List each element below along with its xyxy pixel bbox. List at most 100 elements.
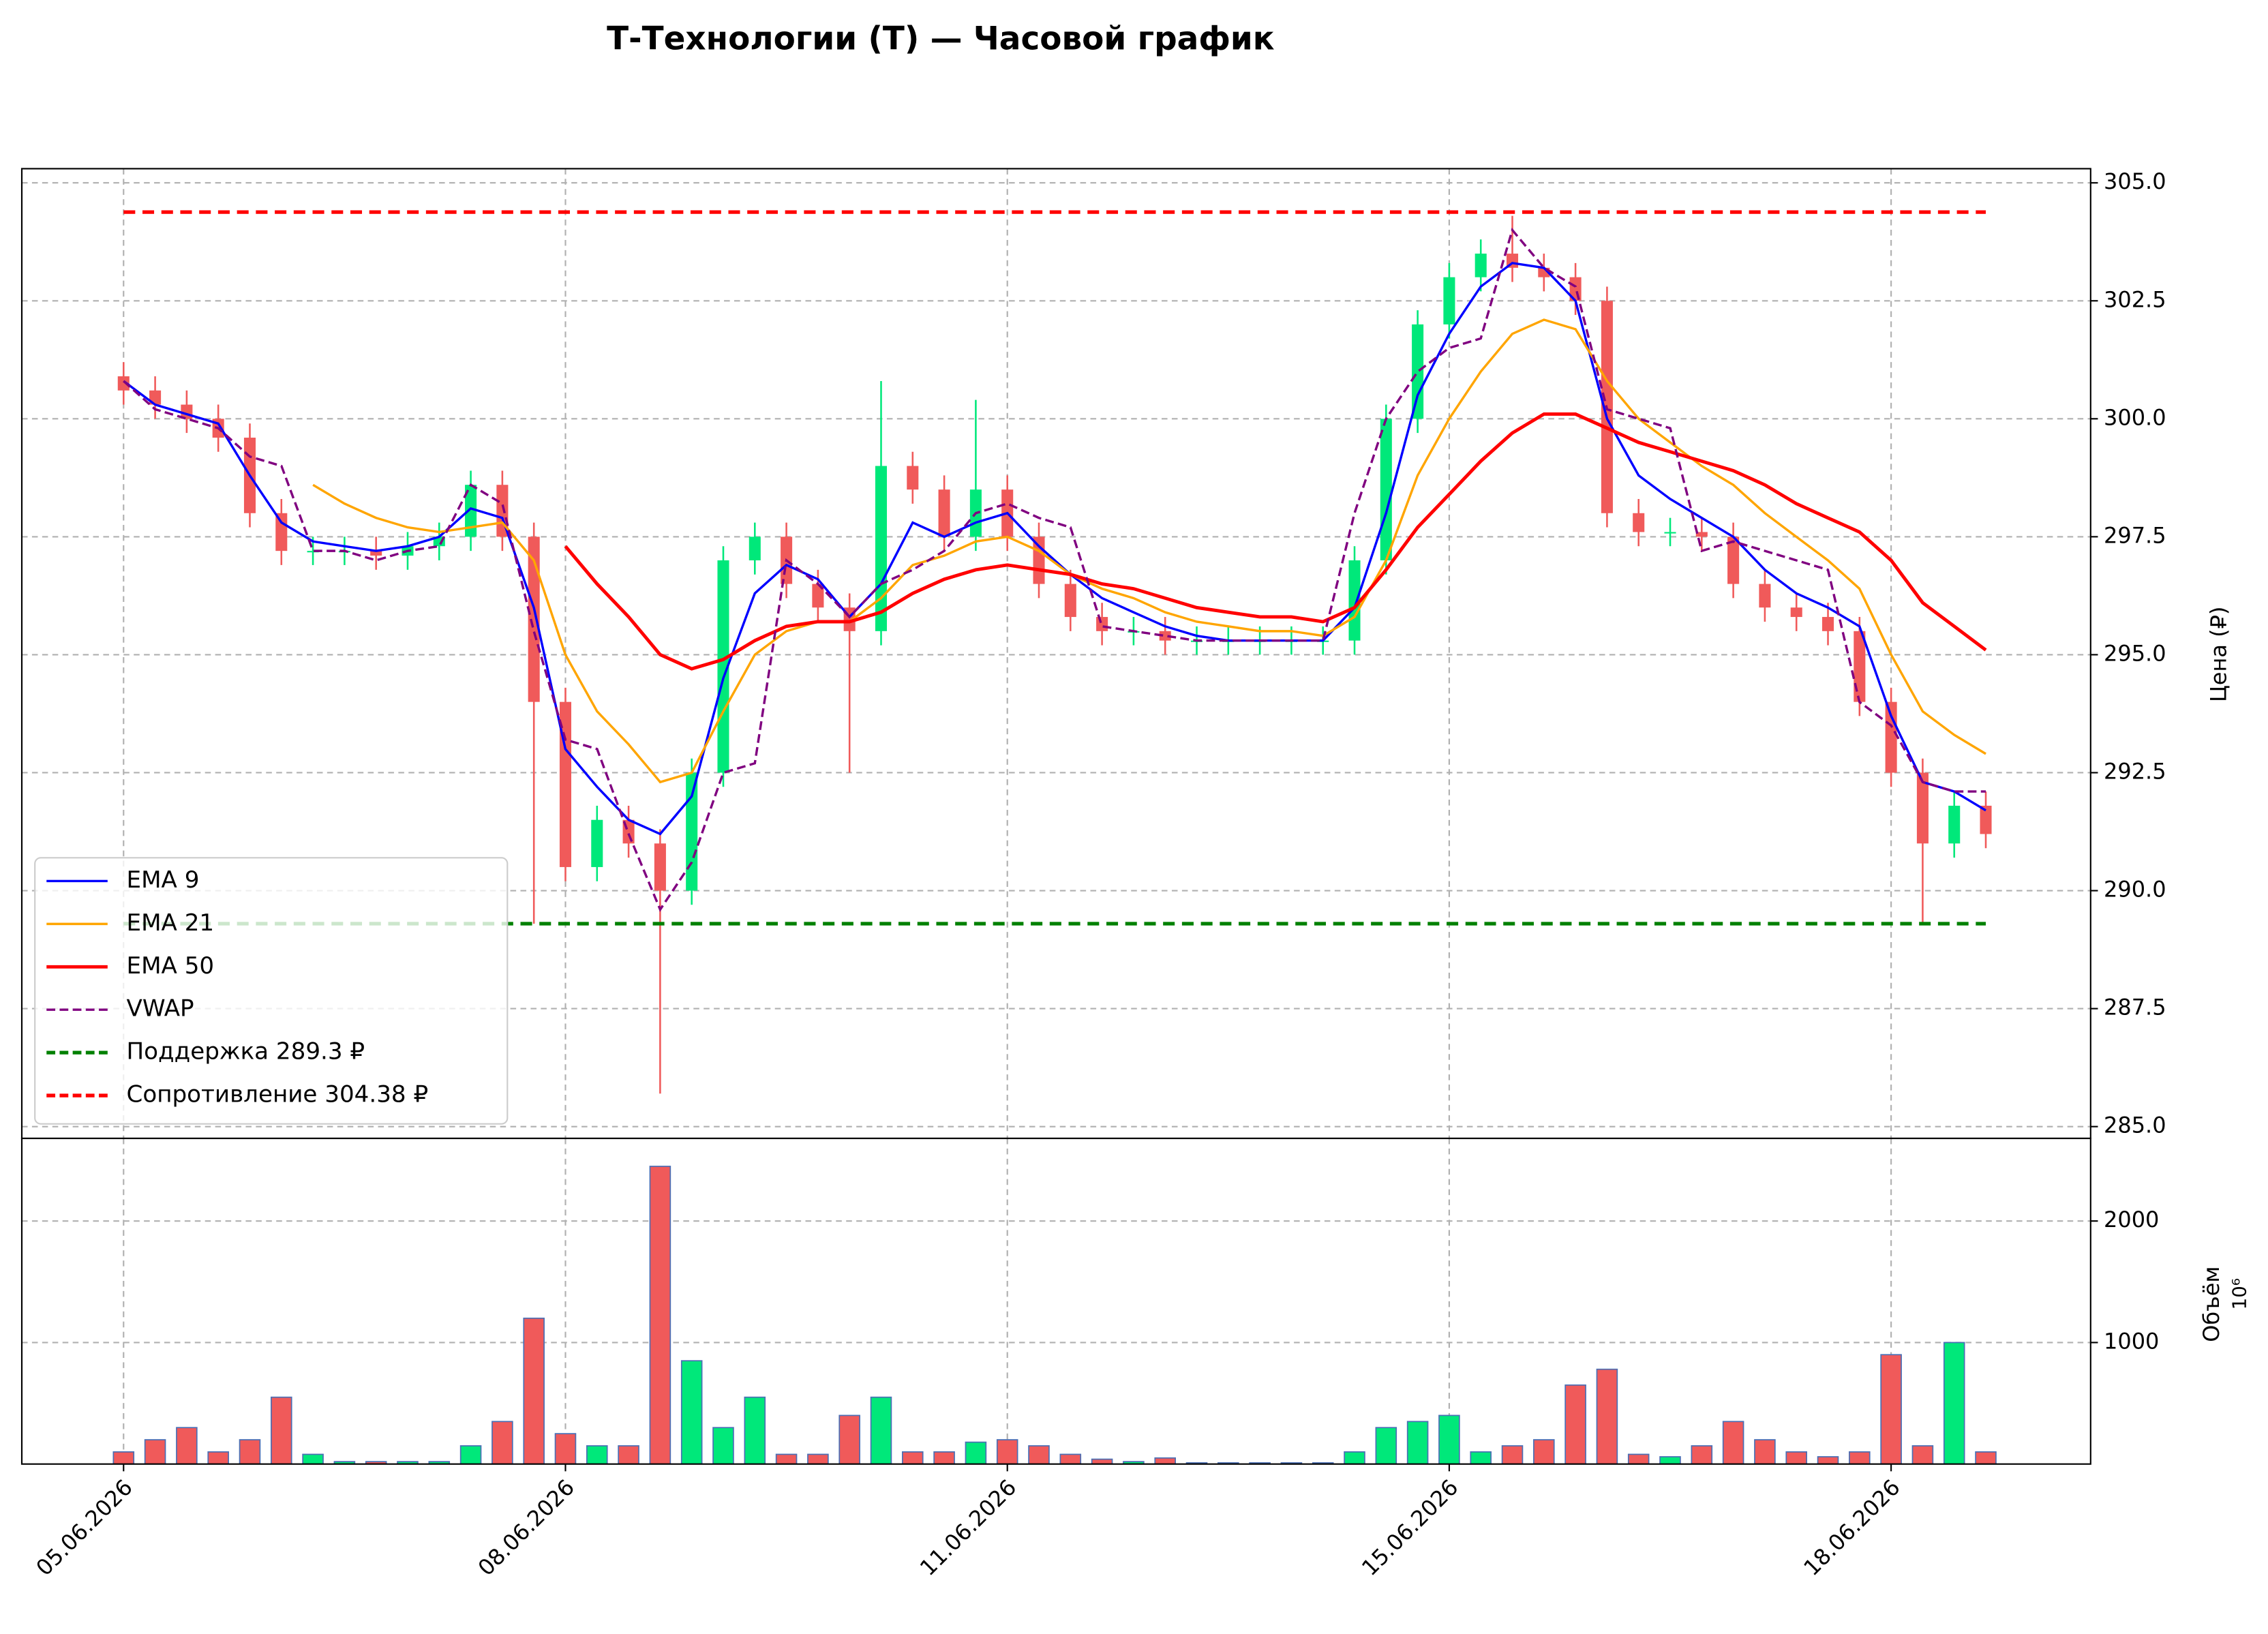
y-tick-label: 290.0 [2104, 877, 2166, 903]
volume-bar [554, 1433, 577, 1465]
volume-bar [933, 1451, 955, 1465]
candle-body [1948, 805, 1961, 844]
legend [34, 857, 509, 1125]
candle-body [654, 843, 666, 891]
volume-bar [838, 1414, 860, 1465]
volume-bar [744, 1396, 766, 1465]
candle-body [1033, 536, 1045, 584]
candle-body [1348, 560, 1361, 641]
y-tick-label: 297.5 [2104, 522, 2166, 548]
volume-bar [649, 1166, 671, 1465]
line-series [564, 412, 1987, 671]
chart-title: Т-Технологии (T) — Часовой график [607, 20, 1275, 57]
volume-bar [1501, 1445, 1524, 1465]
candle-body [1096, 617, 1108, 631]
x-tick-label: 05.06.2026 [31, 1474, 137, 1581]
candle-body [1695, 532, 1708, 537]
candle-body [275, 513, 288, 551]
candle-body [1633, 513, 1645, 532]
volume-offset-label: 10⁶ [2228, 1278, 2250, 1310]
volume-bar [1722, 1421, 1744, 1465]
volume-bar [302, 1453, 324, 1465]
volume-bar [1943, 1342, 1965, 1465]
line-series [123, 262, 1986, 836]
legend-label: EMA 50 [127, 952, 215, 980]
volume-bar [1406, 1421, 1429, 1465]
line-series [312, 318, 1986, 784]
volume-bar [870, 1396, 892, 1465]
legend-label: Сопротивление 304.38 ₽ [127, 1081, 429, 1108]
volume-bar [1091, 1458, 1113, 1465]
volume-bar [1785, 1451, 1808, 1465]
volume-bar [680, 1360, 703, 1465]
volume-bar [112, 1451, 135, 1465]
candle-body [117, 376, 130, 391]
volume-bar [965, 1441, 987, 1465]
volume-bar [1028, 1445, 1050, 1465]
candle-body [686, 772, 698, 891]
y-tick-label: 295.0 [2104, 640, 2166, 666]
x-tick-label: 18.06.2026 [1798, 1474, 1905, 1581]
candle-body [1916, 772, 1929, 844]
candle-body [1412, 324, 1424, 419]
volume-bar [1880, 1354, 1902, 1465]
volume-bar [618, 1445, 639, 1465]
candle-body [528, 536, 540, 702]
y-tick-label: 2000 [2104, 1207, 2159, 1232]
volume-bar [712, 1427, 734, 1465]
volume-bar [1596, 1368, 1618, 1465]
candle-body [1854, 631, 1866, 702]
volume-bar [1154, 1457, 1176, 1465]
candle-body [1759, 584, 1771, 608]
volume-bar [1533, 1439, 1555, 1465]
volume-bar [1438, 1414, 1460, 1465]
volume-bar [775, 1453, 798, 1465]
x-tick-label: 15.06.2026 [1357, 1474, 1463, 1581]
y-tick-label: 287.5 [2104, 995, 2166, 1020]
volume-bar [492, 1421, 513, 1465]
candle-body [1159, 631, 1171, 641]
line-series [123, 227, 1986, 912]
volume-bar [1975, 1451, 1997, 1465]
candle-body [1475, 254, 1487, 277]
candle-body [591, 819, 603, 867]
y-tick-label: 302.5 [2104, 286, 2166, 312]
x-tick-label: 11.06.2026 [915, 1474, 1021, 1581]
volume-bar [1059, 1453, 1082, 1465]
candle-body [907, 466, 919, 490]
volume-bar [1754, 1439, 1776, 1465]
volume-bar [176, 1427, 198, 1465]
volume-axis-label: Объём [2198, 1266, 2224, 1342]
y-tick-label: 305.0 [2104, 168, 2166, 194]
volume-bar [144, 1439, 166, 1465]
volume-bar [1911, 1445, 1934, 1465]
candle-body [1790, 607, 1802, 618]
candle-body [307, 551, 319, 553]
volume-bar [1344, 1451, 1365, 1465]
volume-bar [271, 1396, 292, 1465]
volume-bar [586, 1445, 608, 1465]
y-tick-label: 300.0 [2104, 404, 2166, 430]
volume-bar [1659, 1456, 1681, 1465]
candle-body [938, 489, 950, 537]
candle-body [1064, 584, 1076, 618]
candle-body [465, 485, 477, 537]
volume-bar [1564, 1384, 1586, 1465]
x-tick-label: 08.06.2026 [473, 1474, 579, 1581]
candle-body [1821, 617, 1834, 631]
volume-bar [239, 1439, 261, 1465]
candle-body [812, 584, 824, 608]
candle-body [559, 701, 572, 867]
legend-label: EMA 9 [127, 866, 200, 894]
y-tick-label: 1000 [2104, 1328, 2159, 1354]
volume-bar [996, 1439, 1018, 1465]
candle-body [1380, 419, 1392, 560]
candle-body [1443, 277, 1455, 324]
legend-label: VWAP [127, 995, 194, 1023]
candle-body [1980, 805, 1992, 834]
legend-label: EMA 21 [127, 909, 215, 937]
candle-body [749, 536, 761, 560]
volume-bar [902, 1451, 924, 1465]
candle-body [370, 551, 382, 556]
